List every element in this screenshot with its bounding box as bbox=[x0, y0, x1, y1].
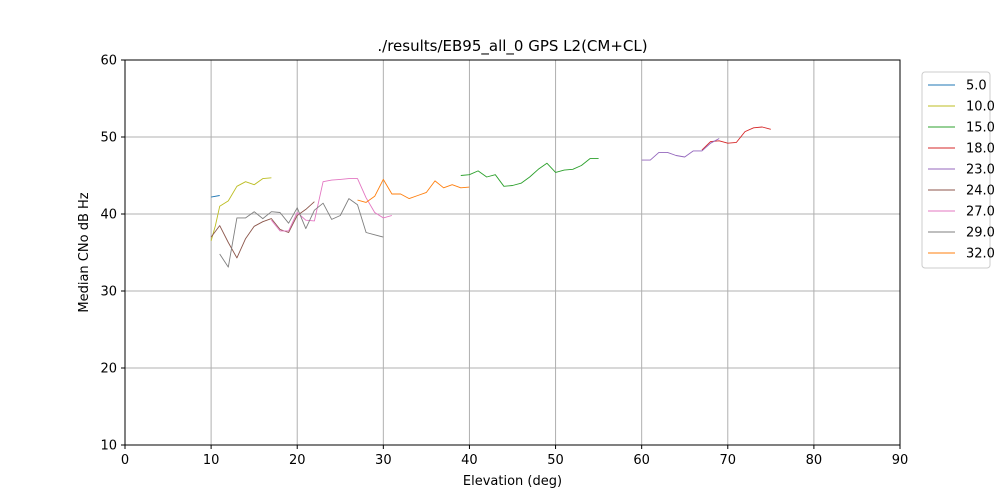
x-tick-label: 40 bbox=[461, 453, 478, 468]
series-line-32.0 bbox=[357, 178, 470, 203]
legend-label: 27.0 bbox=[966, 205, 995, 220]
x-tick-label: 0 bbox=[121, 453, 129, 468]
y-tick-label: 10 bbox=[100, 439, 117, 454]
legend-label: 29.0 bbox=[966, 226, 995, 241]
legend-box bbox=[921, 71, 991, 269]
legend-label: 23.0 bbox=[966, 163, 995, 178]
series-line-10.0 bbox=[210, 177, 272, 242]
x-tick-label: 20 bbox=[289, 453, 306, 468]
x-tick-label: 60 bbox=[633, 453, 650, 468]
x-axis-label: Elevation (deg) bbox=[463, 474, 562, 489]
legend-label: 15.0 bbox=[966, 121, 995, 136]
series-line-15.0 bbox=[460, 158, 599, 187]
legend-label: 24.0 bbox=[966, 184, 995, 199]
series-line-27.0 bbox=[271, 178, 393, 232]
x-tick-label: 90 bbox=[892, 453, 909, 468]
legend-label: 5.0 bbox=[966, 79, 987, 94]
y-tick-label: 30 bbox=[100, 285, 117, 300]
legend: 5.0 10.0 15.0 18.0 23.0 24.0 27.0 29.0 32.0 bbox=[921, 71, 995, 269]
axis-ticks: 0 10 20 30 40 50 60 70 80 90 10 20 30 40 50 60 bbox=[100, 54, 908, 469]
series-line-29.0 bbox=[219, 198, 384, 268]
x-tick-label: 50 bbox=[547, 453, 564, 468]
y-tick-label: 40 bbox=[100, 208, 117, 223]
x-tick-label: 30 bbox=[375, 453, 392, 468]
plot-frame bbox=[124, 59, 901, 446]
legend-label: 18.0 bbox=[966, 142, 995, 157]
y-tick-label: 60 bbox=[100, 54, 117, 69]
series-lines bbox=[210, 126, 771, 268]
series-line-24.0 bbox=[210, 201, 315, 259]
legend-label: 32.0 bbox=[966, 247, 995, 262]
series-line-5.0 bbox=[211, 195, 220, 198]
legend-label: 10.0 bbox=[966, 100, 995, 115]
series-line-23.0 bbox=[641, 138, 720, 161]
y-axis-label: Median CNo dB Hz bbox=[77, 192, 92, 312]
chart-title: ./results/EB95_all_0 GPS L2(CM+CL) bbox=[377, 37, 647, 56]
y-tick-label: 50 bbox=[100, 131, 117, 146]
legend-items: 5.0 10.0 15.0 18.0 23.0 24.0 27.0 29.0 32.0 bbox=[928, 79, 995, 262]
x-tick-label: 10 bbox=[203, 453, 220, 468]
x-tick-label: 70 bbox=[720, 453, 737, 468]
x-tick-label: 80 bbox=[806, 453, 823, 468]
y-tick-label: 20 bbox=[100, 362, 117, 377]
